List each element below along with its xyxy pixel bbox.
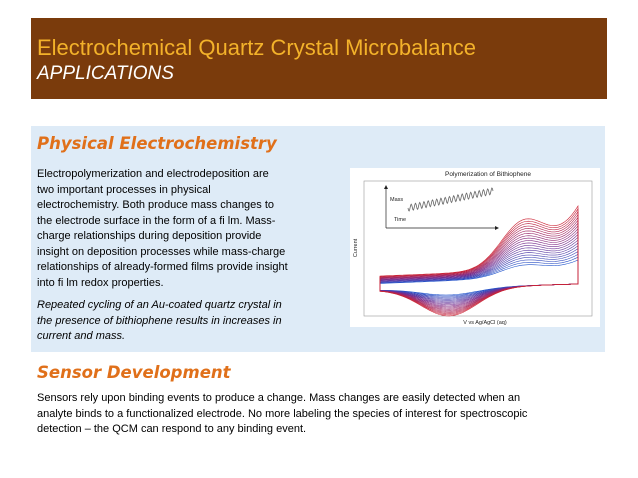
physical-line: electrochemistry. Both produce mass chan… bbox=[37, 199, 275, 211]
physical-line: insight on deposition processes while ma… bbox=[37, 245, 286, 258]
sensor-body: Sensors rely upon binding events to prod… bbox=[37, 391, 617, 438]
sensor-line: Sensors rely upon binding events to prod… bbox=[37, 392, 521, 404]
inset-y-arrowhead bbox=[384, 185, 388, 189]
caption-line: Repeated cycling of an Au-coated quartz … bbox=[37, 299, 282, 311]
plot-frame bbox=[363, 180, 593, 317]
chart-title: Polymerization of Bithiophene bbox=[445, 171, 531, 178]
physical-heading: Physical Electrochemistry bbox=[37, 134, 277, 153]
cv-cycle-curves bbox=[379, 204, 579, 317]
physical-line: into fi lm redox properties. bbox=[37, 276, 164, 289]
physical-line: two important processes in physical bbox=[37, 183, 211, 196]
sensor-line: detection – the QCM can respond to any b… bbox=[37, 423, 307, 435]
physical-body: Electropolymerization and electrodeposit… bbox=[37, 167, 337, 291]
physical-caption: Repeated cycling of an Au-coated quartz … bbox=[37, 298, 337, 345]
inset-mass-wave bbox=[407, 187, 494, 212]
bithiophene-polymerization-chart: Polymerization of Bithiophene Current V … bbox=[350, 168, 600, 327]
inset-time-label: Time bbox=[394, 217, 406, 223]
sensor-heading: Sensor Development bbox=[37, 363, 231, 382]
caption-line: current and mass. bbox=[37, 330, 126, 342]
caption-line: the presence of bithiophene results in i… bbox=[37, 314, 282, 327]
physical-line: the electrode surface in the form of a f… bbox=[37, 214, 276, 227]
y-axis-label: Current bbox=[353, 238, 359, 257]
physical-line: relationships of already-formed films pr… bbox=[37, 261, 288, 273]
slide-title: Electrochemical Quartz Crystal Microbala… bbox=[37, 35, 476, 60]
inset-mass-time: Mass Time bbox=[384, 185, 499, 230]
slide-subtitle: APPLICATIONS bbox=[37, 63, 174, 84]
sensor-line: analyte binds to a functionalized electr… bbox=[37, 407, 528, 420]
title-banner: Electrochemical Quartz Crystal Microbala… bbox=[31, 18, 607, 99]
physical-line: charge relationships during deposition p… bbox=[37, 230, 262, 242]
physical-line: Electropolymerization and electrodeposit… bbox=[37, 168, 269, 180]
inset-x-arrowhead bbox=[495, 226, 499, 230]
x-axis-label: V vs Ag/AgCl (aq) bbox=[463, 320, 507, 326]
cv-cycle-20 bbox=[379, 204, 579, 317]
inset-mass-label: Mass bbox=[390, 197, 403, 203]
